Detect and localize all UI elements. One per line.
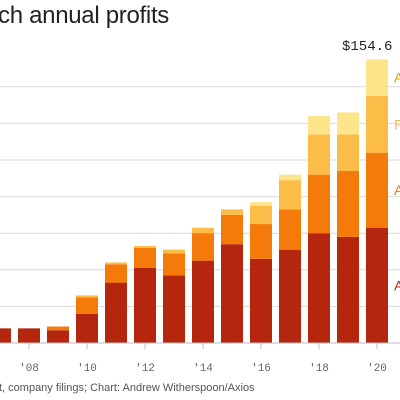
bar-segment-2014-s2 xyxy=(192,233,214,261)
series-label-right: A xyxy=(394,70,400,86)
bar-segment-2010-s1 xyxy=(76,313,98,343)
bar-segment-2015-s1 xyxy=(221,244,243,343)
x-tick-label: '16 xyxy=(251,363,271,375)
series-label-right: A xyxy=(394,277,400,293)
x-tick-label: '14 xyxy=(193,363,213,375)
bar-segment-2017-s3 xyxy=(279,180,301,210)
x-tick-label: '20 xyxy=(367,363,387,375)
x-tick-label: '10 xyxy=(77,363,97,375)
chart-title: ch annual profits xyxy=(0,2,170,29)
bar-segment-2020-s2 xyxy=(366,152,388,228)
bar-segment-2012-s3 xyxy=(134,246,156,248)
bar-segment-2019-s4 xyxy=(337,112,359,135)
bar-segment-2013-s1 xyxy=(163,275,185,343)
bar-segment-2012-s2 xyxy=(134,247,156,268)
bar-segment-2018-s2 xyxy=(308,174,330,234)
bar-segment-2016-s3 xyxy=(250,205,272,225)
series-labels-right: A A F A xyxy=(394,70,400,294)
bar-segment-2017-s2 xyxy=(279,209,301,250)
bar-segment-2015-s3 xyxy=(221,209,243,215)
bar-segment-2018-s4 xyxy=(308,116,330,135)
bar-segment-2019-s2 xyxy=(337,170,359,237)
bar-segment-2009-s2 xyxy=(47,326,69,331)
bar-segment-2007-s1 xyxy=(0,328,11,343)
bar-segment-2010-s2 xyxy=(76,297,98,314)
source-credit: t, company filings; Chart: Andrew Wither… xyxy=(0,382,255,394)
bar-segment-2014-s3 xyxy=(192,227,214,234)
bar-segment-2020-s1 xyxy=(366,227,388,343)
bar-segment-2016-s4 xyxy=(250,202,272,206)
bar-segment-2013-s3 xyxy=(163,249,185,254)
bar-segment-2019-s3 xyxy=(337,134,359,171)
bar-segment-2011-s1 xyxy=(105,282,127,343)
bar-segment-2011-s3 xyxy=(105,262,127,265)
bar-segment-2020-s4 xyxy=(366,59,388,96)
bar-segment-2016-s1 xyxy=(250,258,272,343)
bar-segment-2010-s3 xyxy=(76,295,98,298)
bar-segment-2019-s1 xyxy=(337,236,359,343)
total-2020-label: $154.6 xyxy=(342,39,392,55)
bar-segment-2008-s1 xyxy=(18,328,40,343)
bar-segment-2014-s1 xyxy=(192,260,214,343)
bar-segment-2016-s2 xyxy=(250,224,272,259)
bar-segment-2018-s3 xyxy=(308,134,330,175)
series-label-right: F xyxy=(394,116,400,132)
bar-segment-2012-s1 xyxy=(134,267,156,343)
series-label-right: A xyxy=(394,182,400,198)
bar-segment-2011-s2 xyxy=(105,264,127,283)
x-axis: '08 '10 '12 '14 '16 '18 '20 xyxy=(0,342,400,375)
x-tick-label: '18 xyxy=(309,363,329,375)
x-tick-label: '12 xyxy=(135,363,155,375)
bar-segment-2013-s2 xyxy=(163,253,185,276)
bar-segment-2017-s4 xyxy=(279,174,301,181)
bars xyxy=(0,59,388,343)
bar-segment-2015-s2 xyxy=(221,214,243,245)
bar-segment-2018-s1 xyxy=(308,233,330,343)
bar-segment-2017-s1 xyxy=(279,249,301,343)
bar-segment-2009-s1 xyxy=(47,330,69,343)
bar-segment-2020-s3 xyxy=(366,95,388,153)
x-tick-label: '08 xyxy=(19,363,39,375)
